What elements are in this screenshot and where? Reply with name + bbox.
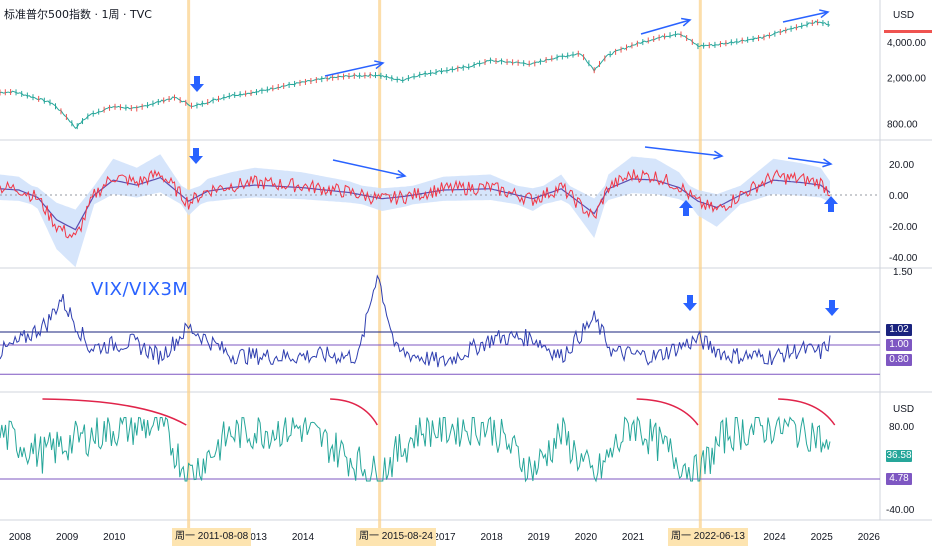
signal-block-arrow xyxy=(189,148,203,164)
trend-decay-curve xyxy=(636,398,699,426)
time-axis-label: 2008 xyxy=(9,532,32,543)
price-series-line xyxy=(0,20,831,129)
oscillator-fast-line xyxy=(0,169,831,239)
trend-arrow-head xyxy=(374,60,385,70)
chart-title: 标准普尔500指数 · 1周 · TVC xyxy=(4,8,152,21)
trend-arrow-head xyxy=(822,158,833,168)
trend-decay-curve xyxy=(330,398,378,426)
time-axis-label: 2009 xyxy=(56,532,79,543)
vix-ratio-line xyxy=(0,274,831,368)
event-marker-line xyxy=(187,0,191,528)
vix-axis-tick: 1.50 xyxy=(893,267,913,278)
trend-arrow-head xyxy=(681,17,692,27)
vix-low-badge: 0.80 xyxy=(886,354,912,366)
trend-arrow-head xyxy=(396,169,407,179)
date-highlight-2022: 周一 2022-06-13 xyxy=(668,528,748,546)
vix-current-badge: 1.02 xyxy=(886,324,912,336)
time-axis-label: 2021 xyxy=(622,532,645,543)
signal-block-arrow xyxy=(679,200,693,216)
time-axis-label: 2020 xyxy=(575,532,598,543)
trend-arrow xyxy=(644,146,723,157)
oscillator-axis-tick: 0.00 xyxy=(889,191,909,202)
trend-decay-curve xyxy=(778,398,836,426)
event-marker-line xyxy=(698,0,702,528)
time-axis-label: 2024 xyxy=(763,532,786,543)
stoch-axis-tick: -40.00 xyxy=(886,505,915,516)
time-axis-label: 2010 xyxy=(103,532,126,543)
signal-block-arrow xyxy=(683,295,697,311)
signal-block-arrow xyxy=(825,300,839,316)
time-axis-label: 2026 xyxy=(858,532,881,543)
trend-arrow-head xyxy=(819,9,830,19)
price-axis-tick: 4,000.00 xyxy=(887,38,926,49)
price-currency-label[interactable]: USD xyxy=(893,10,915,21)
time-axis-label: 2014 xyxy=(292,532,315,543)
oscillator-axis-tick: 20.00 xyxy=(889,160,914,171)
stoch-low-badge: 4.78 xyxy=(886,473,912,485)
time-axis-label: 2013 xyxy=(245,532,268,543)
time-axis-label: 2017 xyxy=(433,532,456,543)
trend-arrow xyxy=(787,157,832,165)
oscillator-band xyxy=(0,154,830,268)
stoch-axis-tick: 80.00 xyxy=(889,422,914,433)
oscillator-axis-tick: -20.00 xyxy=(889,222,918,233)
trend-arrow xyxy=(782,11,829,23)
oscillator-axis-tick: -40.00 xyxy=(889,253,918,264)
time-axis-label: 2025 xyxy=(811,532,834,543)
stoch-currency-label[interactable]: USD xyxy=(893,404,915,415)
signal-block-arrow xyxy=(824,196,838,212)
stoch-current-badge: 36.58 xyxy=(886,450,912,462)
stochastic-line xyxy=(0,415,831,483)
last-price-marker xyxy=(884,30,932,33)
price-axis-tick: 2,000.00 xyxy=(887,73,926,84)
date-highlight-2015: 周一 2015-08-24 xyxy=(356,528,436,546)
vix-level-badge: 1.00 xyxy=(886,339,912,351)
trend-arrow-head xyxy=(713,150,724,160)
event-marker-line xyxy=(378,0,382,528)
time-axis-label: 2019 xyxy=(528,532,551,543)
date-highlight-2011: 周一 2011-08-08 xyxy=(172,528,252,546)
trend-arrow xyxy=(332,159,406,177)
trend-decay-curve xyxy=(42,398,187,426)
trend-arrow xyxy=(640,19,691,35)
vix-ratio-label: VIX/VIX3M xyxy=(91,279,189,300)
price-axis-tick: 800.00 xyxy=(887,120,918,131)
oscillator-slow-line xyxy=(0,176,831,231)
signal-block-arrow xyxy=(190,76,204,92)
trend-arrow xyxy=(324,62,384,77)
time-axis-label: 2018 xyxy=(480,532,503,543)
